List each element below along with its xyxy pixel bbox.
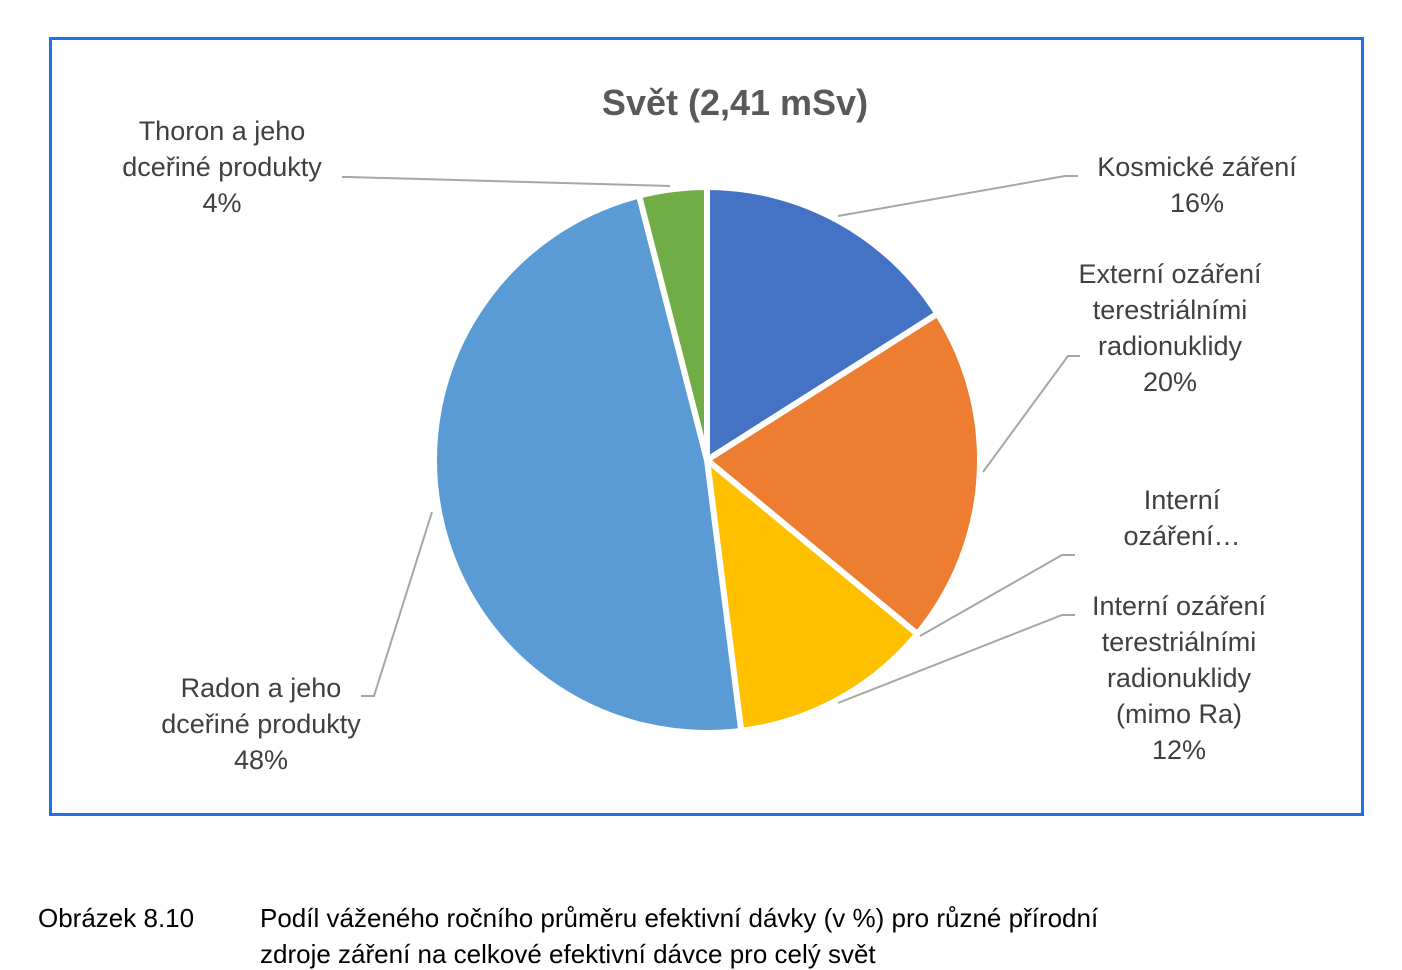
pie-slice-5 xyxy=(636,184,710,463)
data-label-line: 12% xyxy=(1151,735,1207,765)
data-label-line: Thoron a jeho xyxy=(138,116,306,146)
data-label-line: 20% xyxy=(1142,367,1198,397)
data-label-1: Externí ozáření terestriálními radionuklid… xyxy=(1078,256,1261,400)
leader-line-4 xyxy=(361,511,433,697)
caption-number: Obrázek 8.10 xyxy=(38,903,195,933)
data-label-line: dceřiné produkty xyxy=(161,709,361,739)
leader-line-2 xyxy=(919,554,1075,637)
pie-slice-4 xyxy=(431,192,745,736)
data-label-line: 48% xyxy=(233,745,289,775)
data-label-3: Interní ozáření terestriálními radionuklid… xyxy=(1092,588,1266,768)
data-label-line: Interní xyxy=(1143,485,1221,515)
pie-slice-1 xyxy=(704,310,983,638)
leader-line-5 xyxy=(342,176,671,187)
leader-line-3 xyxy=(837,614,1075,704)
data-label-0: Kosmické záření 16% xyxy=(1097,149,1297,221)
data-label-line: radionuklidy xyxy=(1106,663,1252,693)
data-label-line: Radon a jeho xyxy=(180,673,342,703)
data-label-line: terestriálními xyxy=(1092,295,1248,325)
chart-frame xyxy=(49,37,1364,816)
data-label-line: radionuklidy xyxy=(1097,331,1243,361)
data-label-line: ozáření… xyxy=(1123,521,1241,551)
data-label-line: terestriálními xyxy=(1101,627,1257,657)
pie-slice-0 xyxy=(704,184,941,463)
data-label-line: (mimo Ra) xyxy=(1115,699,1242,729)
data-label-2: Interní ozáření… xyxy=(1123,482,1240,554)
chart-title: Svět (2,41 mSv) xyxy=(601,82,869,123)
leader-line-0 xyxy=(837,175,1078,217)
data-label-line: Externí ozáření xyxy=(1078,259,1262,289)
data-label-5: Thoron a jeho dceřiné produkty 4% xyxy=(122,113,322,221)
data-label-line: Interní ozáření xyxy=(1091,591,1267,621)
caption-line-1: Podíl váženého ročního průměru efektivní… xyxy=(260,903,1099,933)
pie-slice-3 xyxy=(704,457,921,734)
data-label-line: dceřiné produkty xyxy=(122,152,322,182)
data-label-4: Radon a jeho dceřiné produkty 48% xyxy=(161,670,361,778)
data-label-line: 4% xyxy=(202,188,242,218)
data-label-line: 16% xyxy=(1169,188,1225,218)
caption-line-2: zdroje záření na celkové efektivní dávce… xyxy=(260,939,876,969)
leader-line-1 xyxy=(982,355,1080,473)
data-label-line: Kosmické záření xyxy=(1097,152,1297,182)
